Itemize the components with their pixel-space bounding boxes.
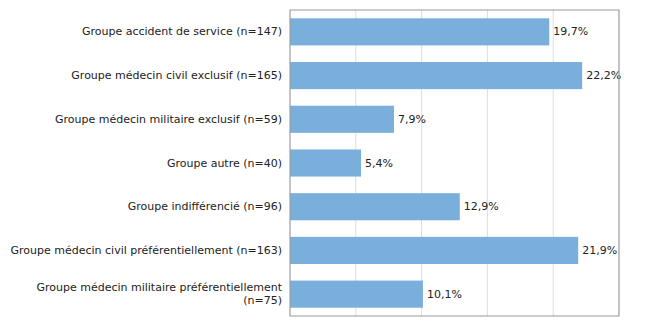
category-label-line: Groupe médecin civil exclusif (n=165) [71,69,282,82]
bar [290,62,582,89]
category-label-line: (n=75) [243,294,282,307]
category-label: Groupe médecin militaire préférentiellem… [36,281,282,307]
value-label: 19,7% [553,25,588,38]
category-label: Groupe indifférencié (n=96) [128,200,282,213]
bar [290,106,394,133]
bar [290,237,578,264]
category-label-line: Groupe autre (n=40) [167,157,282,170]
value-label: 21,9% [582,244,617,257]
value-label: 10,1% [427,288,462,301]
grid-line [553,10,554,316]
category-label-line: Groupe médecin militaire préférentiellem… [36,281,282,294]
category-label-line: Groupe médecin civil préférentiellement … [10,244,282,257]
category-label: Groupe médecin civil préférentiellement … [10,244,282,257]
value-label: 7,9% [398,113,426,126]
bar [290,193,460,220]
bar [290,149,361,176]
category-label: Groupe médecin militaire exclusif (n=59) [55,113,282,126]
background [0,0,671,326]
chart-container: Groupe médecin militaire préférentiellem… [0,0,671,326]
category-label-line: Groupe accident de service (n=147) [82,25,282,38]
value-labels: 10,1% 21,9% 12,9% 5,4% 7,9% 22,2% 19,7% [365,25,621,300]
value-label: 12,9% [464,200,499,213]
bar [290,281,423,308]
grid-line [487,10,488,316]
chart: Groupe médecin militaire préférentiellem… [0,0,671,326]
value-label: 22,2% [586,69,621,82]
category-labels: Groupe médecin militaire préférentiellem… [10,25,282,307]
category-label-line: Groupe médecin militaire exclusif (n=59) [55,113,282,126]
category-label: Groupe médecin civil exclusif (n=165) [71,69,282,82]
plot-frame [290,10,619,316]
category-label-line: Groupe indifférencié (n=96) [128,200,282,213]
category-label: Groupe accident de service (n=147) [82,25,282,38]
grid [290,10,619,316]
value-label: 5,4% [365,157,393,170]
bars [290,18,582,307]
grid-line [421,10,422,316]
bar [290,18,549,45]
category-label: Groupe autre (n=40) [167,157,282,170]
